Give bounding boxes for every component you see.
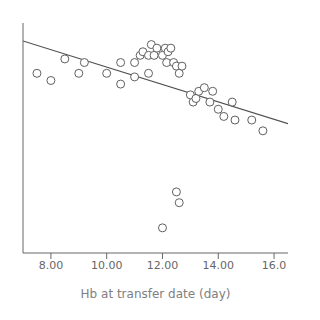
svg-text:10.00: 10.00 <box>91 259 123 272</box>
svg-text:Hb at transfer date (day): Hb at transfer date (day) <box>81 287 231 301</box>
svg-text:16.0: 16.0 <box>262 259 287 272</box>
svg-text:14.00: 14.00 <box>203 259 235 272</box>
svg-text:12.00: 12.00 <box>147 259 179 272</box>
svg-text:8.00: 8.00 <box>39 259 64 272</box>
